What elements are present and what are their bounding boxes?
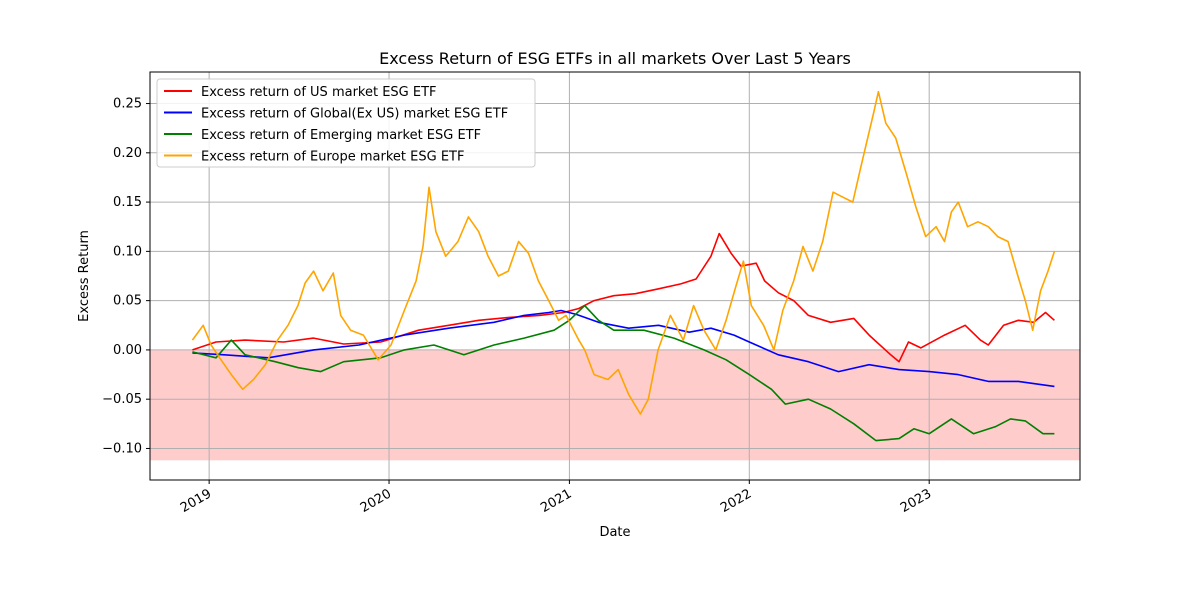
series-line-4 — [191, 90, 1056, 415]
y-tick-label: 0.00 — [113, 343, 142, 358]
x-tick-label: 2023 — [898, 486, 934, 516]
y-tick-label: 0.20 — [113, 146, 142, 161]
y-tick-label: 0.15 — [113, 195, 142, 210]
plot-frame — [149, 71, 1081, 481]
series-line-2 — [192, 309, 1055, 388]
legend-label: Excess return of US market ESG ETF — [201, 85, 437, 100]
y-axis-label: Excess Return — [77, 230, 92, 322]
legend: Excess return of US market ESG ETF Excess… — [156, 78, 536, 168]
legend-label: Excess return of Emerging market ESG ETF — [201, 128, 481, 143]
legend-label: Excess return of Europe market ESG ETF — [201, 150, 464, 165]
y-tick-label: −0.05 — [102, 392, 142, 407]
x-tick-label: 2021 — [538, 486, 574, 516]
y-tick-label: −0.10 — [102, 441, 142, 456]
series-line-1 — [192, 232, 1055, 363]
negative-region — [150, 349, 1080, 461]
y-tick-label: 0.25 — [113, 97, 142, 112]
y-tick-label: 0.05 — [113, 294, 142, 309]
x-tick-label: 2019 — [178, 486, 214, 516]
x-tick-label: 2020 — [358, 486, 394, 516]
y-tick-label: 0.10 — [113, 244, 142, 259]
x-axis-label: Date — [599, 525, 630, 540]
chart-title: Excess Return of ESG ETFs in all markets… — [379, 49, 851, 68]
legend-label: Excess return of Global(Ex US) market ES… — [201, 107, 508, 122]
series-line-3 — [192, 304, 1055, 442]
legend-box — [156, 78, 536, 168]
x-tick-label: 2022 — [718, 486, 754, 516]
